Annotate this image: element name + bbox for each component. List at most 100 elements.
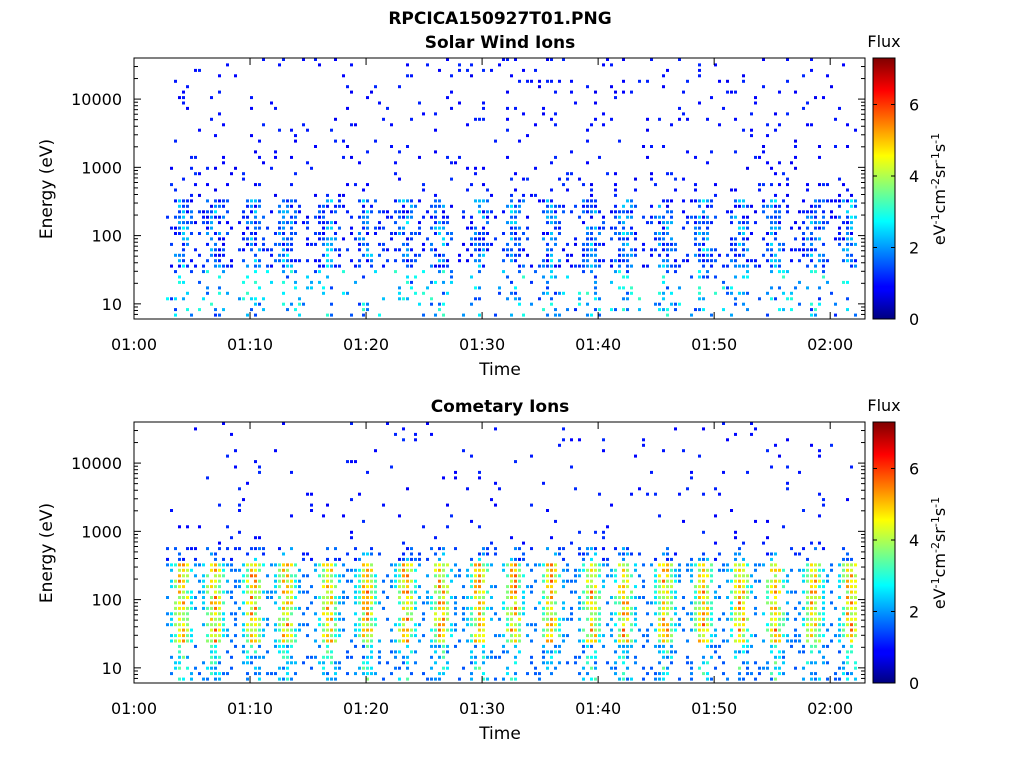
flux-cell: [850, 639, 853, 643]
flux-cell: [410, 117, 413, 121]
flux-cell: [258, 590, 261, 594]
flux-cell: [594, 655, 597, 659]
flux-cell: [710, 204, 713, 208]
flux-cell: [514, 628, 517, 632]
flux-cell: [442, 623, 445, 627]
flux-cell: [482, 650, 485, 654]
flux-cell: [258, 606, 261, 610]
flux-cell: [830, 199, 833, 203]
flux-cell: [854, 628, 857, 632]
flux-cell: [378, 639, 381, 643]
flux-cell: [282, 422, 285, 425]
flux-cell: [854, 590, 857, 594]
flux-cell: [298, 628, 301, 632]
flux-cell: [382, 117, 385, 121]
flux-cell: [590, 248, 593, 252]
flux-cell: [482, 579, 485, 583]
flux-cell: [794, 617, 797, 621]
flux-cell: [710, 617, 713, 621]
flux-cell: [506, 606, 509, 610]
flux-cell: [734, 248, 737, 252]
flux-cell: [374, 270, 377, 274]
flux-cell: [726, 617, 729, 621]
flux-cell: [470, 650, 473, 654]
flux-cell: [746, 248, 749, 252]
flux-cell: [818, 449, 821, 453]
flux-cell: [746, 308, 749, 312]
flux-cell: [666, 199, 669, 203]
flux-cell: [266, 574, 269, 578]
flux-cell: [438, 644, 441, 648]
flux-cell: [250, 596, 253, 599]
flux-cell: [738, 596, 741, 599]
flux-cell: [278, 644, 281, 648]
flux-cell: [530, 79, 533, 83]
flux-cell: [594, 568, 597, 572]
flux-cell: [554, 237, 557, 241]
flux-cell: [846, 237, 849, 241]
flux-cell: [446, 525, 449, 529]
flux-cell: [174, 661, 177, 665]
flux-cell: [650, 204, 653, 208]
flux-cell: [318, 221, 321, 225]
flux-cell: [450, 204, 453, 208]
flux-cell: [546, 579, 549, 583]
flux-cell: [614, 601, 617, 605]
flux-cell: [578, 302, 581, 306]
flux-cell: [586, 226, 589, 230]
flux-cell: [686, 150, 689, 154]
flux-cell: [602, 226, 605, 230]
flux-cell: [530, 503, 533, 507]
flux-cell: [470, 275, 473, 279]
flux-cell: [650, 215, 653, 219]
flux-cell: [222, 628, 225, 632]
flux-cell: [822, 199, 825, 203]
flux-cell: [662, 297, 665, 301]
flux-cell: [506, 612, 509, 616]
flux-cell: [250, 96, 253, 100]
flux-cell: [422, 612, 425, 616]
flux-cell: [318, 623, 321, 627]
flux-cell: [802, 237, 805, 241]
flux-cell: [678, 579, 681, 583]
flux-cell: [510, 628, 513, 632]
flux-cell: [330, 313, 333, 317]
flux-cell: [506, 650, 509, 654]
flux-cell: [514, 58, 517, 61]
flux-cell: [398, 248, 401, 252]
flux-cell: [502, 601, 505, 605]
flux-cell: [214, 585, 217, 589]
flux-cell: [654, 248, 657, 252]
flux-cell: [338, 634, 341, 638]
flux-cell: [598, 297, 601, 301]
flux-cell: [366, 215, 369, 219]
flux-cell: [438, 655, 441, 659]
flux-cell: [770, 242, 773, 246]
flux-cell: [290, 204, 293, 208]
flux-cell: [186, 634, 189, 638]
flux-cell: [474, 297, 477, 301]
flux-cell: [242, 579, 245, 583]
flux-cell: [414, 623, 417, 627]
flux-cell: [314, 639, 317, 643]
flux-cell: [182, 259, 185, 263]
flux-cell: [474, 117, 477, 121]
flux-cell: [314, 612, 317, 616]
flux-cell: [462, 215, 465, 219]
flux-cell: [618, 264, 621, 268]
flux-cell: [290, 612, 293, 616]
flux-cell: [718, 253, 721, 257]
flux-cell: [378, 601, 381, 605]
flux-cell: [674, 568, 677, 572]
flux-cell: [838, 199, 841, 203]
flux-cell: [614, 96, 617, 100]
flux-cell: [738, 601, 741, 605]
flux-cell: [550, 204, 553, 208]
flux-cell: [442, 259, 445, 263]
flux-cell: [830, 210, 833, 214]
flux-cell: [542, 481, 545, 485]
flux-cell: [854, 242, 857, 246]
flux-cell: [854, 574, 857, 578]
flux-cell: [738, 547, 741, 551]
flux-cell: [566, 242, 569, 246]
